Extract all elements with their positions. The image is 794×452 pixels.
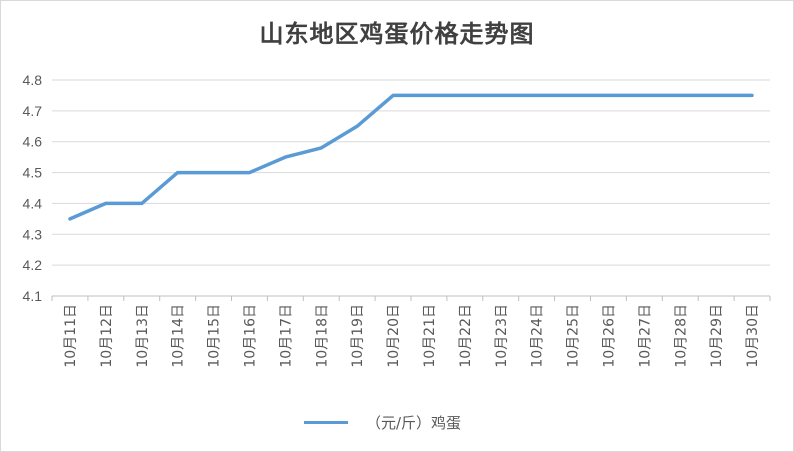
y-tick-label: 4.3 <box>23 226 43 242</box>
x-tick-label: 10月29日 <box>709 304 725 368</box>
x-tick-label: 10月28日 <box>673 304 689 368</box>
series-line <box>68 93 754 221</box>
legend-swatch <box>304 420 348 424</box>
x-tick-label: 10月27日 <box>637 304 653 368</box>
legend: （元/斤）鸡蛋 <box>304 410 461 434</box>
x-tick-label: 10月11日 <box>63 304 79 368</box>
x-tick-label: 10月14日 <box>171 304 187 368</box>
x-tick-label: 10月23日 <box>494 304 510 368</box>
y-tick-label: 4.8 <box>23 72 43 88</box>
y-tick-label: 4.7 <box>23 103 43 119</box>
x-tick-label: 10月20日 <box>386 304 402 368</box>
y-tick-label: 4.4 <box>23 195 43 211</box>
x-tick-label: 10月21日 <box>422 304 438 368</box>
x-tick-label: 10月30日 <box>745 304 761 368</box>
x-tick-label: 10月12日 <box>99 304 115 368</box>
x-tick-label: 10月19日 <box>350 304 366 368</box>
legend-label: （元/斤）鸡蛋 <box>366 413 462 432</box>
x-tick-label: 10月26日 <box>601 304 617 368</box>
x-tick-label: 10月15日 <box>207 304 223 368</box>
x-tick-label: 10月25日 <box>566 304 582 368</box>
chart-title: 山东地区鸡蛋价格走势图 <box>259 19 535 48</box>
y-tick-label: 4.5 <box>23 165 43 181</box>
x-tick-label: 10月18日 <box>314 304 330 368</box>
x-tick-label: 10月13日 <box>135 304 151 368</box>
x-tick-label: 10月17日 <box>278 304 294 368</box>
x-tick-label: 10月22日 <box>458 304 474 368</box>
y-tick-label: 4.2 <box>23 257 43 273</box>
y-tick-label: 4.1 <box>23 288 43 304</box>
y-tick-label: 4.6 <box>23 134 43 150</box>
x-tick-label: 10月16日 <box>242 304 258 368</box>
x-tick-label: 10月24日 <box>530 304 546 368</box>
